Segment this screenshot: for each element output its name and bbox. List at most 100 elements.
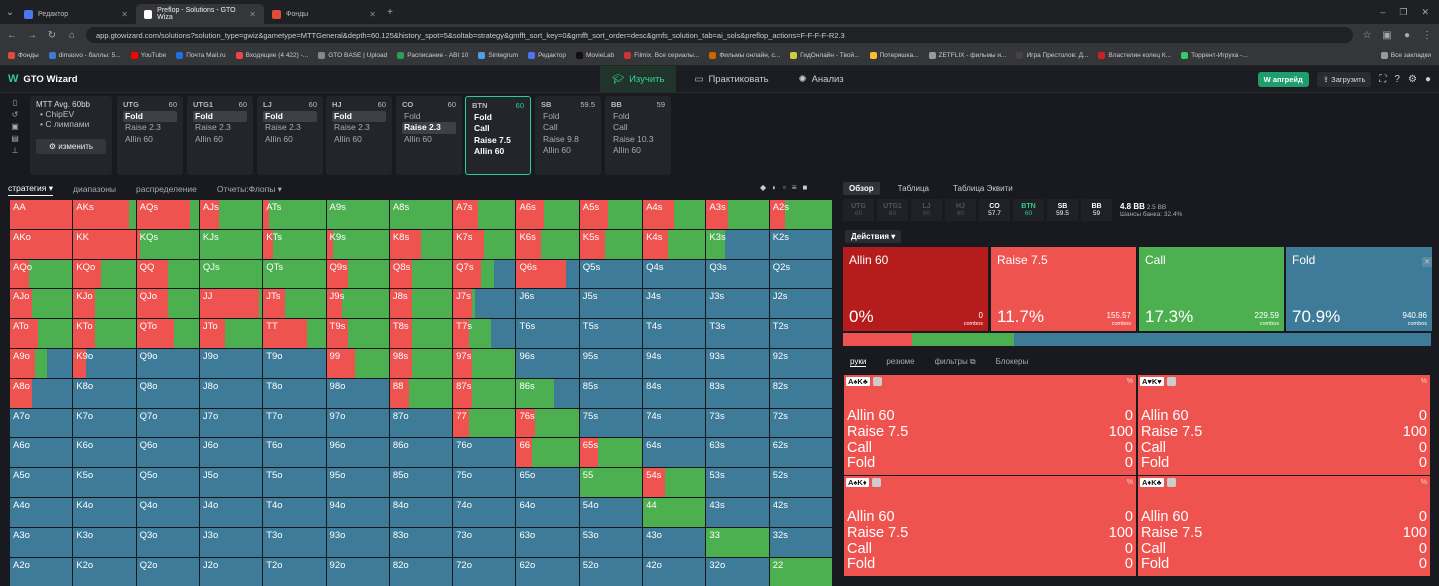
hand-cell[interactable]: QJs [199,259,263,289]
hand-cell[interactable]: K7o [73,408,136,438]
mode-analyze[interactable]: ✺ Анализ [787,66,856,92]
hand-cell[interactable]: A3o [10,527,73,557]
hand-cell[interactable]: Q7o [136,408,199,438]
hand-cell[interactable]: 54s [643,468,706,497]
hand-cell[interactable]: 65o [516,468,579,497]
hand-cell[interactable]: 65s [579,438,643,468]
position-action[interactable]: Allin 60 [543,144,571,155]
hand-cell[interactable]: J9s [326,289,389,319]
hand-cell[interactable]: A9o [10,348,73,378]
hand-cell[interactable]: 92o [326,557,389,586]
collapse-icon[interactable]: ✕ [1422,257,1432,267]
hand-cell[interactable]: 86o [389,438,453,468]
position-action[interactable]: Raise 9.8 [543,133,579,144]
hand-cell[interactable]: Q2s [769,259,832,289]
tab-overview[interactable]: Обзор [843,182,880,195]
suit-view-icon[interactable]: ◆ [760,183,767,192]
strip-position[interactable]: CO 57.7 [979,199,1010,221]
hand-cell[interactable]: A8o [10,378,73,408]
hand-combo-card[interactable]: A♦K♣% Allin 60 0 Raise 7.5 100 Call 0 Fold 0 [1138,476,1430,576]
bookmark-item[interactable]: ZETFLIX - фильмы и... [928,52,1006,59]
hand-cell[interactable]: J5s [579,289,643,319]
hand-cell[interactable]: Q3s [706,259,769,289]
position-action[interactable]: Allin 60 [334,133,362,144]
close-window-icon[interactable]: ✕ [1421,6,1429,17]
hand-cell[interactable]: K3s [706,229,769,259]
tab-table[interactable]: Таблица [897,184,929,193]
position-action[interactable]: Fold [613,111,630,121]
hand-cell[interactable]: TT [263,319,326,348]
subtab-strategy[interactable]: стратегия ▾ [8,183,54,196]
hand-cell[interactable]: Q3o [136,527,199,557]
hand-cell[interactable]: A3s [706,200,769,229]
hand-cell[interactable]: ATs [263,200,326,229]
bookmark-item[interactable]: Filmix. Все сериалы... [624,52,699,59]
hand-cell[interactable]: 85s [579,378,643,408]
hand-cell[interactable]: Q4s [643,259,706,289]
hand-cell[interactable]: 54o [579,497,643,527]
logo[interactable]: W GTO Wizard [0,73,600,85]
hand-cell[interactable]: 84s [643,378,706,408]
reload-icon[interactable]: ↻ [47,29,57,41]
position-action[interactable]: Fold [474,112,492,122]
hand-cell[interactable]: KTo [73,319,136,348]
hand-cell[interactable]: 92s [769,348,832,378]
bookmark-item[interactable]: GTO BASE | Upload [318,52,387,59]
hand-cell[interactable]: 33 [706,527,769,557]
hand-cell[interactable]: T6s [516,319,579,348]
hand-cell[interactable]: 72o [453,557,516,586]
strip-position[interactable]: BTN 60 [1013,199,1044,221]
lock-icon[interactable] [1166,478,1176,487]
hand-cell[interactable]: K9o [73,348,136,378]
position-utg1[interactable]: UTG1 60 Fold Raise 2.3 Allin 60 [187,96,253,175]
hand-cell[interactable]: 44 [643,497,706,527]
hand-cell[interactable]: 64o [516,497,579,527]
position-action[interactable]: Fold [193,111,247,123]
hand-cell[interactable]: 96s [516,348,579,378]
hand-cell[interactable]: 64s [643,438,706,468]
bookmark-item[interactable]: Фонды [8,52,39,59]
lock-icon[interactable] [1166,377,1176,386]
hand-cell[interactable]: A4s [643,200,706,229]
strip-position[interactable]: SB 59.5 [1047,199,1078,221]
hand-cell[interactable]: 74o [453,497,516,527]
help-icon[interactable]: ? [1394,73,1400,85]
position-action[interactable]: Allin 60 [474,145,505,156]
hand-cell[interactable]: Q6s [516,259,579,289]
hand-cell[interactable]: K2s [769,229,832,259]
hand-cell[interactable]: K4s [643,229,706,259]
position-action[interactable]: Call [474,123,490,134]
hand-cell[interactable]: 75s [579,408,643,438]
hand-cell[interactable]: 53s [706,468,769,497]
tab-close-icon[interactable]: ✕ [121,9,128,19]
settings-gear-icon[interactable]: ⚙ [1407,73,1417,85]
url-input[interactable]: app.gtowizard.com/solutions?solution_typ… [86,27,1353,43]
hand-cell[interactable]: A6s [516,200,579,229]
filter-icon[interactable]: ⊥ [11,146,19,155]
hand-cell[interactable]: 22 [769,557,832,586]
browser-menu-icon[interactable]: ⋮ [1422,29,1432,41]
hand-cell[interactable]: 83o [389,527,453,557]
position-action[interactable]: Allin 60 [613,144,641,155]
hand-cell[interactable]: T8s [389,319,453,348]
hand-cell[interactable]: 66 [516,438,579,468]
hand-cell[interactable]: Q9s [326,259,389,289]
new-tab-icon[interactable]: + [387,6,393,18]
position-action[interactable]: Raise 2.3 [402,122,456,134]
hand-cell[interactable]: T4o [263,497,326,527]
hand-cell[interactable]: J8s [389,289,453,319]
hand-cell[interactable]: AQo [10,259,73,289]
subtab-reports[interactable]: Отчеты:Флопы ▾ [216,183,282,194]
hand-cell[interactable]: A4o [10,497,73,527]
hand-cell[interactable]: AJs [199,200,263,229]
tab-menu-icon[interactable]: ⌄ [5,6,15,18]
maximize-icon[interactable]: ❐ [1399,6,1408,17]
position-bb[interactable]: BB 59 Fold Call Raise 10.3 Allin 60 [605,96,671,175]
mode-practice[interactable]: ▭ Практиковать [682,66,780,92]
position-hj[interactable]: HJ 60 Fold Raise 2.3 Allin 60 [326,96,392,175]
hand-cell[interactable]: 95o [326,468,389,497]
lock-icon[interactable] [872,377,882,386]
upgrade-button[interactable]: W апгрейд [1257,71,1309,87]
save-icon[interactable]: ▣ [11,122,19,131]
hand-cell[interactable]: Q8s [389,259,453,289]
